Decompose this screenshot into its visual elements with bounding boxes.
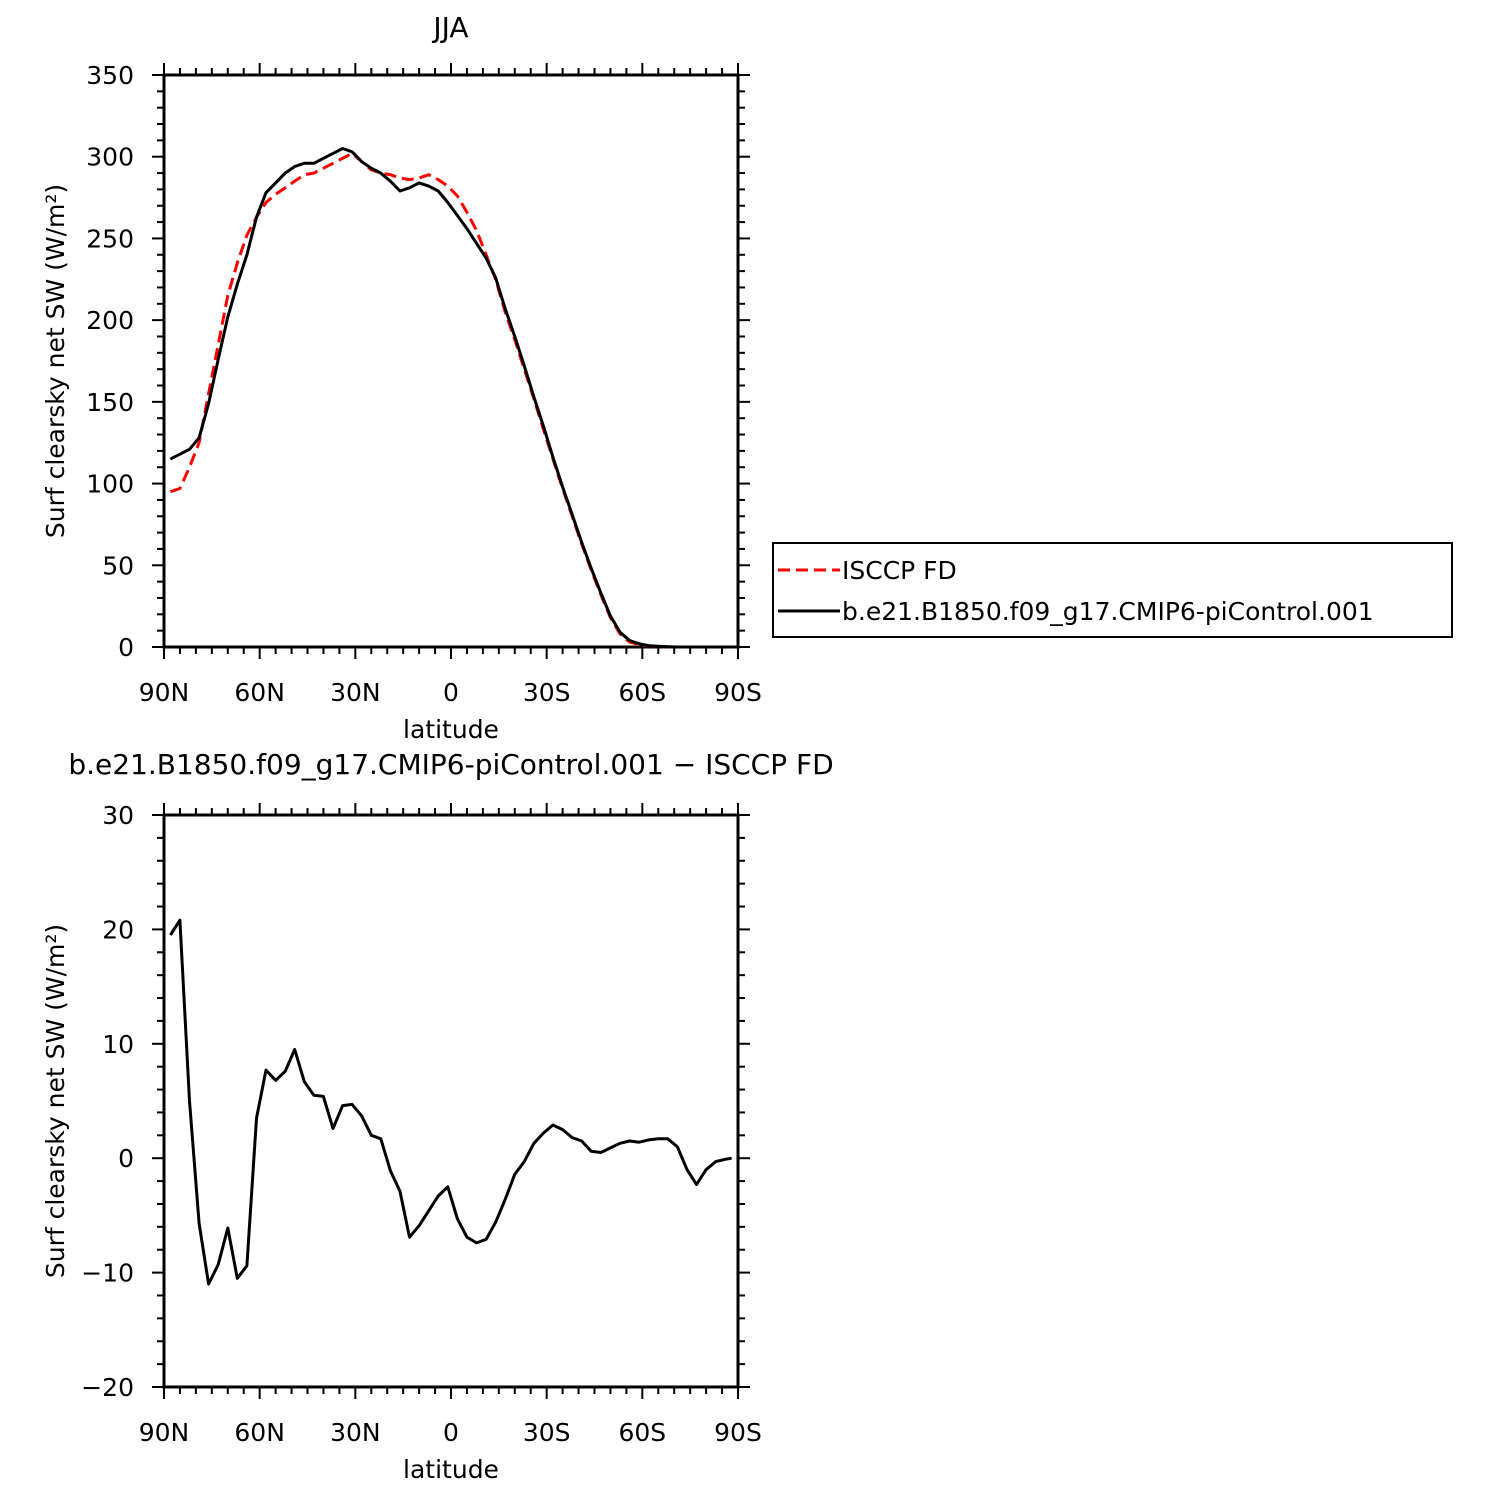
x-tick-label: 0 [443, 1418, 459, 1447]
x-tick-label: 60N [234, 678, 285, 707]
y-tick-label: 20 [102, 915, 134, 944]
y-tick-label: 150 [86, 388, 134, 417]
y-tick-label: −20 [81, 1373, 134, 1402]
x-tick-label: 60S [618, 678, 666, 707]
y-tick-label: 0 [118, 1144, 134, 1173]
x-axis-label: latitude [403, 1455, 499, 1484]
y-tick-label: 100 [86, 470, 134, 499]
y-tick-label: 300 [86, 143, 134, 172]
x-axis-label: latitude [403, 715, 499, 744]
legend-box [772, 542, 1453, 638]
y-tick-label: −10 [81, 1259, 134, 1288]
y-axis-label: Surf clearsky net SW (W/m²) [41, 184, 70, 538]
series-line-2 [169, 147, 732, 649]
chart-title: JJA [431, 11, 468, 44]
y-tick-label: 30 [102, 801, 134, 830]
series-line-1 [169, 918, 732, 1286]
bottom-panel-difference: b.e21.B1850.f09_g17.CMIP6-piControl.001 … [41, 748, 834, 1484]
y-tick-label: 50 [102, 551, 134, 580]
x-tick-label: 60N [234, 1418, 285, 1447]
x-tick-label: 0 [443, 678, 459, 707]
chart-title: b.e21.B1850.f09_g17.CMIP6-piControl.001 … [68, 748, 833, 781]
y-tick-label: 250 [86, 224, 134, 253]
x-tick-label: 90N [139, 1418, 190, 1447]
x-tick-label: 60S [618, 1418, 666, 1447]
x-tick-label: 30S [523, 678, 571, 707]
y-axis-label: Surf clearsky net SW (W/m²) [41, 924, 70, 1278]
x-tick-label: 90S [714, 678, 762, 707]
x-tick-label: 90S [714, 1418, 762, 1447]
y-tick-label: 200 [86, 306, 134, 335]
y-tick-label: 10 [102, 1030, 134, 1059]
plot-frame [162, 813, 740, 1389]
series-line-1 [169, 151, 732, 649]
legend-label-1: ISCCP FD [842, 556, 957, 585]
y-tick-label: 350 [86, 61, 134, 90]
x-tick-label: 30N [330, 1418, 381, 1447]
y-tick-label: 0 [118, 633, 134, 662]
x-tick-label: 90N [139, 678, 190, 707]
x-tick-label: 30S [523, 1418, 571, 1447]
x-tick-label: 30N [330, 678, 381, 707]
legend-label-2: b.e21.B1850.f09_g17.CMIP6-piControl.001 [842, 597, 1374, 626]
plot-frame [162, 73, 740, 649]
top-panel-jja: JJA 90N 60N 30N 0 30S 60S 90S 0 50 100 150 200 250 300… [41, 11, 1453, 744]
legend: ISCCP FD b.e21.B1850.f09_g17.CMIP6-piCont… [772, 542, 1453, 638]
